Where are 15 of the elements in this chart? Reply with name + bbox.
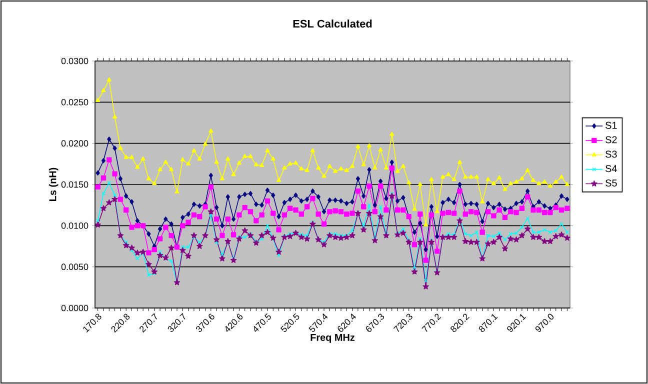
y-tick-label: 0.0300 xyxy=(61,58,88,64)
y-tick-label: 0.0000 xyxy=(61,304,88,312)
legend-label: S1 xyxy=(606,122,617,129)
y-tick-label: 0.0150 xyxy=(61,181,88,188)
y-tick-label: 0.0250 xyxy=(61,98,88,106)
legend-label: S3 xyxy=(606,150,617,158)
x-axis-title: Freq MHz xyxy=(310,334,355,343)
legend-label: S4 xyxy=(606,165,617,172)
y-axis-title: Ls (nH) xyxy=(48,168,58,201)
y-tick-label: 0.0200 xyxy=(61,140,88,147)
chart-title: ESL Calculated xyxy=(293,20,372,28)
legend-label: S2 xyxy=(606,136,617,144)
y-tick-label: 0.0100 xyxy=(61,222,88,229)
legend-label: S5 xyxy=(606,179,617,187)
y-tick-label: 0.0050 xyxy=(61,264,88,270)
